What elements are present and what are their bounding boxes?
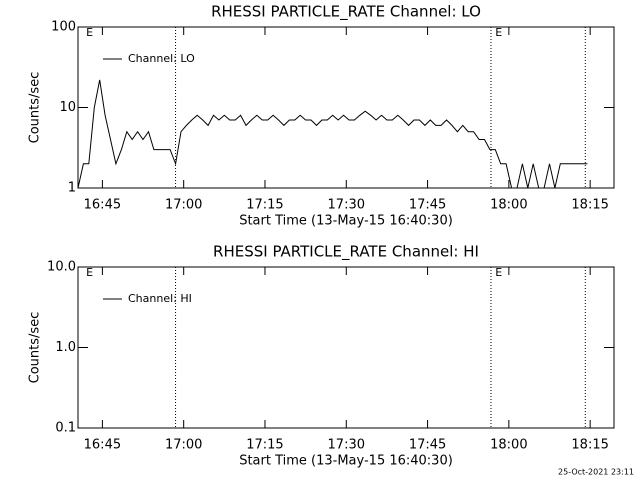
chart-title: RHESSI PARTICLE_RATE Channel: LO	[211, 3, 481, 22]
x-tick-label: 18:00	[490, 198, 527, 213]
y-tick-label: 0.1	[55, 421, 76, 436]
data-line	[77, 79, 588, 189]
x-tick-label: 16:45	[84, 198, 121, 213]
x-tick-label: 17:45	[409, 438, 446, 453]
y-axis-label: Counts/sec	[28, 312, 43, 384]
y-axis-label: Counts/sec	[28, 72, 43, 144]
chart-title: RHESSI PARTICLE_RATE Channel: HI	[213, 243, 479, 262]
event-label: E	[86, 26, 93, 39]
x-axis-label: Start Time (13-May-15 16:40:30)	[239, 214, 453, 229]
y-tick-label: 10.0	[47, 260, 76, 275]
x-tick-label: 18:15	[571, 198, 608, 213]
x-tick-label: 17:30	[328, 438, 365, 453]
x-tick-label: 18:15	[571, 438, 608, 453]
x-axis-label: Start Time (13-May-15 16:40:30)	[239, 454, 453, 469]
x-tick-label: 18:00	[490, 438, 527, 453]
y-tick-label: 1.0	[55, 340, 76, 355]
x-tick-label: 17:30	[328, 198, 365, 213]
event-label: E	[495, 266, 502, 279]
footer: 25-Oct-2021 23:11	[558, 468, 634, 477]
x-tick-label: 17:00	[165, 438, 202, 453]
x-tick-label: 17:45	[409, 198, 446, 213]
x-tick-label: 17:00	[165, 198, 202, 213]
y-tick-label: 1	[68, 181, 76, 196]
legend-label: Channel: LO	[128, 52, 195, 65]
event-label: E	[495, 26, 502, 39]
x-tick-label: 17:15	[246, 198, 283, 213]
x-tick-label: 16:45	[84, 438, 121, 453]
legend-label: Channel: HI	[128, 292, 192, 305]
y-tick-label: 100	[51, 20, 76, 35]
y-tick-label: 10	[59, 100, 76, 115]
event-label: E	[86, 266, 93, 279]
x-tick-label: 17:15	[246, 438, 283, 453]
